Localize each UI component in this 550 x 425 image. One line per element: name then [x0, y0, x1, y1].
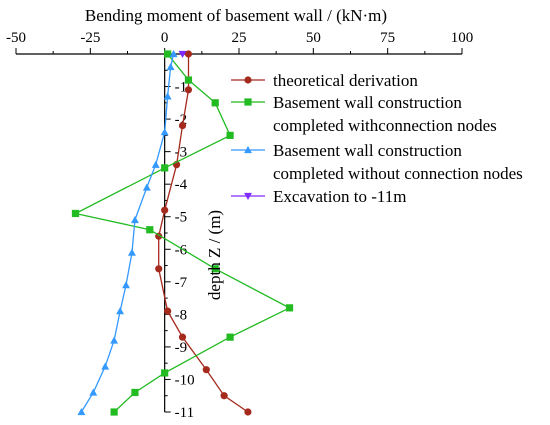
data-point [164, 50, 172, 58]
data-point [110, 408, 118, 416]
data-point [128, 248, 136, 256]
y-tick-label: -1 [175, 80, 188, 96]
legend-entry-1: theoretical derivation [231, 71, 418, 90]
data-point [184, 86, 193, 94]
y-tick-label: -6 [175, 242, 188, 258]
data-point [89, 388, 98, 396]
data-point [161, 369, 169, 377]
x-tick-label: 25 [232, 30, 247, 46]
series-2 [71, 50, 294, 416]
legend-swatch-marker [244, 76, 252, 84]
x-tick-label: 0 [161, 30, 169, 46]
y-tick-label: -9 [175, 340, 188, 356]
x-tick-label: 50 [306, 30, 321, 46]
legend-label: Basement wall construction completed with… [273, 141, 523, 183]
data-point [142, 183, 151, 191]
series-3 [77, 50, 178, 416]
x-tick-label: -50 [6, 30, 26, 46]
data-point [161, 164, 169, 172]
data-point [110, 336, 119, 344]
data-point [131, 388, 139, 397]
series-line [158, 54, 249, 413]
data-point [220, 392, 228, 400]
legend-entry-2: Basement wall construction completed with… [231, 93, 497, 135]
legend-label: Excavation to -11m [273, 187, 406, 206]
y-tick-label: -8 [175, 307, 188, 323]
data-point [184, 76, 193, 84]
x-axis: -50 -25 0 25 50 75 100 [6, 30, 474, 55]
data-point [202, 366, 210, 374]
x-tick-label: 100 [451, 30, 474, 46]
y-axis: -1-2-3-4-5-6-7-8-9-10-11 [164, 54, 195, 421]
legend-label: Basement wall construction completed with… [273, 93, 497, 135]
data-point [71, 209, 80, 218]
y-axis-title: depth Z / (m) [205, 210, 224, 300]
series-4 [178, 50, 187, 58]
data-point [122, 281, 130, 289]
data-point [101, 362, 110, 370]
data-point [130, 216, 139, 224]
legend-entry-3: Basement wall construction completed with… [231, 141, 523, 183]
legend-swatch-marker [244, 98, 252, 106]
data-point [178, 122, 187, 130]
data-point [169, 50, 178, 58]
data-point [226, 333, 234, 341]
x-tick-label: 75 [380, 30, 395, 46]
data-point [151, 160, 160, 168]
data-point [163, 92, 172, 100]
legend: theoretical derivation Basement wall cons… [231, 71, 523, 206]
y-tick-label: -7 [175, 275, 188, 291]
x-axis-title: Bending moment of basement wall / (kN·m) [85, 6, 387, 25]
y-tick-label: -10 [175, 372, 195, 388]
data-point [178, 50, 187, 58]
x-tick-label: -25 [80, 30, 100, 46]
data-point [155, 265, 163, 273]
data-point [164, 307, 172, 315]
y-tick-label: -4 [175, 177, 188, 193]
data-point [244, 408, 252, 416]
y-tick-label: -11 [175, 405, 194, 421]
data-point [184, 50, 193, 58]
data-point [226, 131, 234, 139]
data-point [146, 226, 154, 234]
y-tick-label: -5 [175, 210, 188, 226]
series-1 [155, 50, 252, 416]
data-point [211, 99, 219, 107]
data-point [211, 265, 219, 273]
data-point [166, 63, 175, 71]
series-line [80, 53, 175, 413]
data-point [116, 307, 125, 315]
series-layer [71, 50, 294, 416]
legend-swatch-marker [244, 146, 252, 154]
legend-entry-4: Excavation to -11m [231, 187, 406, 206]
data-point [161, 206, 169, 214]
legend-label: theoretical derivation [273, 71, 418, 90]
data-point [285, 304, 294, 312]
legend-swatch-marker [244, 192, 252, 200]
data-point [178, 333, 187, 341]
data-point [160, 128, 169, 136]
data-point [77, 408, 86, 416]
